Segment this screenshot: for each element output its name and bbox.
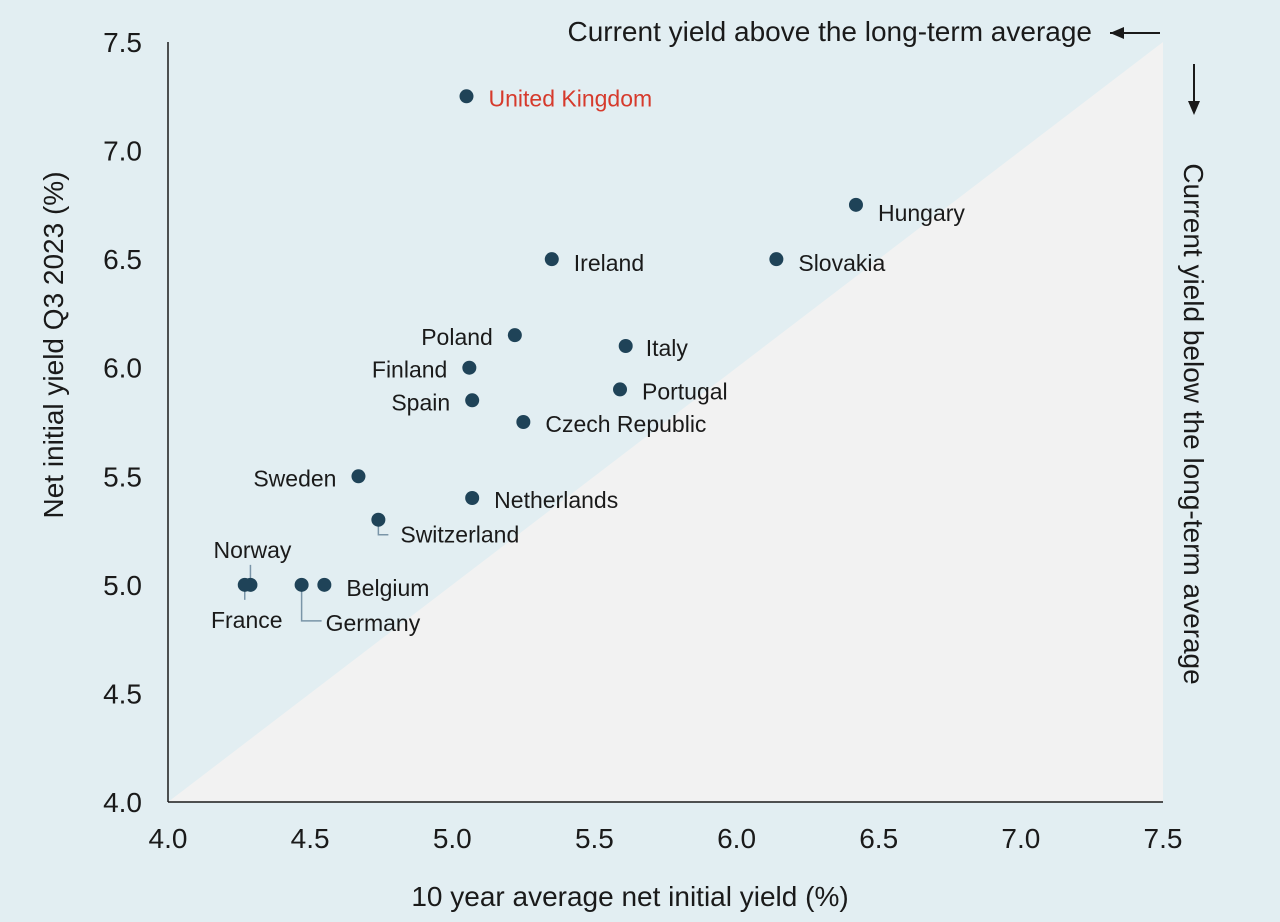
x-tick-label: 4.5 bbox=[291, 823, 330, 854]
point-czech-republic bbox=[516, 415, 531, 429]
point-sweden bbox=[351, 469, 366, 484]
leader-switzerland bbox=[377, 524, 389, 536]
down-arrow-icon bbox=[1188, 64, 1200, 115]
x-tick-label: 5.0 bbox=[433, 823, 472, 854]
below-average-region bbox=[168, 42, 1163, 802]
label-italy: Italy bbox=[646, 335, 689, 361]
point-hungary bbox=[848, 197, 863, 212]
point-poland bbox=[507, 328, 522, 343]
x-axis-label: 10 year average net initial yield (%) bbox=[411, 881, 848, 912]
axes bbox=[167, 42, 1163, 803]
point-finland bbox=[462, 360, 477, 375]
y-tick-label: 4.5 bbox=[103, 678, 142, 709]
label-france: France bbox=[211, 607, 283, 633]
point-portugal bbox=[613, 382, 628, 397]
label-netherlands: Netherlands bbox=[494, 487, 618, 513]
data-points bbox=[237, 89, 863, 592]
y-tick-label: 6.0 bbox=[103, 353, 142, 384]
label-hungary: Hungary bbox=[878, 200, 965, 226]
point-ireland bbox=[544, 252, 559, 267]
x-tick-label: 7.5 bbox=[1144, 823, 1183, 854]
annotation-below-average: Current yield below the long-term averag… bbox=[1178, 163, 1209, 684]
y-tick-label: 6.5 bbox=[103, 244, 142, 275]
point-belgium bbox=[317, 577, 332, 592]
point-switzerland bbox=[371, 512, 386, 527]
point-france bbox=[237, 577, 252, 592]
y-tick-label: 4.0 bbox=[103, 787, 142, 818]
label-switzerland: Switzerland bbox=[400, 522, 519, 548]
point-netherlands bbox=[465, 491, 480, 505]
label-sweden: Sweden bbox=[253, 465, 336, 491]
label-poland: Poland bbox=[421, 324, 493, 350]
y-tick-label: 7.0 bbox=[103, 136, 142, 167]
label-united-kingdom: United Kingdom bbox=[489, 85, 653, 111]
y-axis-label: Net initial yield Q3 2023 (%) bbox=[38, 171, 69, 518]
x-tick-label: 4.0 bbox=[149, 823, 188, 854]
x-tick-label: 6.0 bbox=[717, 823, 756, 854]
tick-labels: 4.0 4.5 5.0 5.5 6.0 6.5 7.0 7.5 4.0 4.5 5.0 5.5 6.0 6… bbox=[103, 27, 1182, 854]
x-tick-label: 5.5 bbox=[575, 823, 614, 854]
label-slovakia: Slovakia bbox=[798, 250, 885, 276]
y-tick-label: 7.5 bbox=[103, 27, 142, 58]
point-slovakia bbox=[769, 252, 784, 267]
label-czech-republic: Czech Republic bbox=[545, 411, 706, 437]
x-tick-label: 6.5 bbox=[859, 823, 898, 854]
left-arrow-icon bbox=[1110, 27, 1160, 39]
point-germany bbox=[294, 577, 309, 592]
point-italy bbox=[618, 339, 633, 353]
label-ireland: Ireland bbox=[574, 250, 644, 276]
label-norway: Norway bbox=[213, 537, 291, 563]
point-labels: United Kingdom Hungary Ireland Slovakia Pola… bbox=[211, 85, 965, 636]
point-united-kingdom bbox=[459, 89, 474, 104]
label-portugal: Portugal bbox=[642, 378, 728, 404]
leader-germany bbox=[300, 589, 322, 622]
y-tick-label: 5.0 bbox=[103, 570, 142, 601]
point-spain bbox=[465, 393, 480, 408]
label-germany: Germany bbox=[326, 610, 421, 636]
x-tick-label: 7.0 bbox=[1001, 823, 1040, 854]
label-belgium: Belgium bbox=[346, 575, 429, 601]
annotation-above-average: Current yield above the long-term averag… bbox=[567, 16, 1092, 47]
y-tick-label: 5.5 bbox=[103, 461, 142, 492]
label-spain: Spain bbox=[391, 389, 450, 415]
label-finland: Finland bbox=[372, 357, 447, 383]
